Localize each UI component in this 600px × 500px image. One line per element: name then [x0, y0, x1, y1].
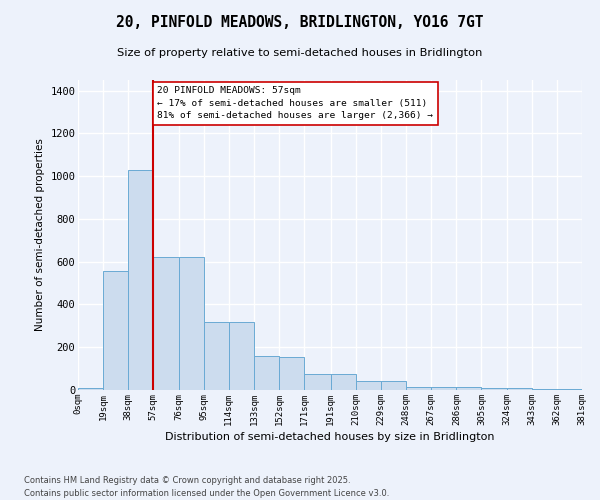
Bar — [356, 382, 381, 390]
Bar — [103, 270, 128, 390]
Bar — [78, 388, 103, 390]
Bar — [331, 374, 356, 390]
Bar — [506, 388, 532, 390]
Bar — [304, 374, 331, 390]
Bar — [381, 382, 406, 390]
Bar — [557, 389, 582, 390]
Text: Contains HM Land Registry data © Crown copyright and database right 2025.
Contai: Contains HM Land Registry data © Crown c… — [24, 476, 389, 498]
Bar — [457, 386, 481, 390]
Bar — [203, 322, 229, 390]
Bar — [229, 322, 254, 390]
Bar — [532, 389, 557, 390]
Bar — [254, 356, 279, 390]
Bar — [481, 388, 506, 390]
Bar — [128, 170, 154, 390]
Y-axis label: Number of semi-detached properties: Number of semi-detached properties — [35, 138, 44, 332]
Text: 20 PINFOLD MEADOWS: 57sqm
← 17% of semi-detached houses are smaller (511)
81% of: 20 PINFOLD MEADOWS: 57sqm ← 17% of semi-… — [157, 86, 433, 120]
Bar — [406, 386, 431, 390]
Text: 20, PINFOLD MEADOWS, BRIDLINGTON, YO16 7GT: 20, PINFOLD MEADOWS, BRIDLINGTON, YO16 7… — [116, 15, 484, 30]
Bar — [279, 357, 304, 390]
Text: Size of property relative to semi-detached houses in Bridlington: Size of property relative to semi-detach… — [118, 48, 482, 58]
Bar — [154, 258, 179, 390]
X-axis label: Distribution of semi-detached houses by size in Bridlington: Distribution of semi-detached houses by … — [165, 432, 495, 442]
Bar — [431, 386, 457, 390]
Bar — [179, 258, 203, 390]
